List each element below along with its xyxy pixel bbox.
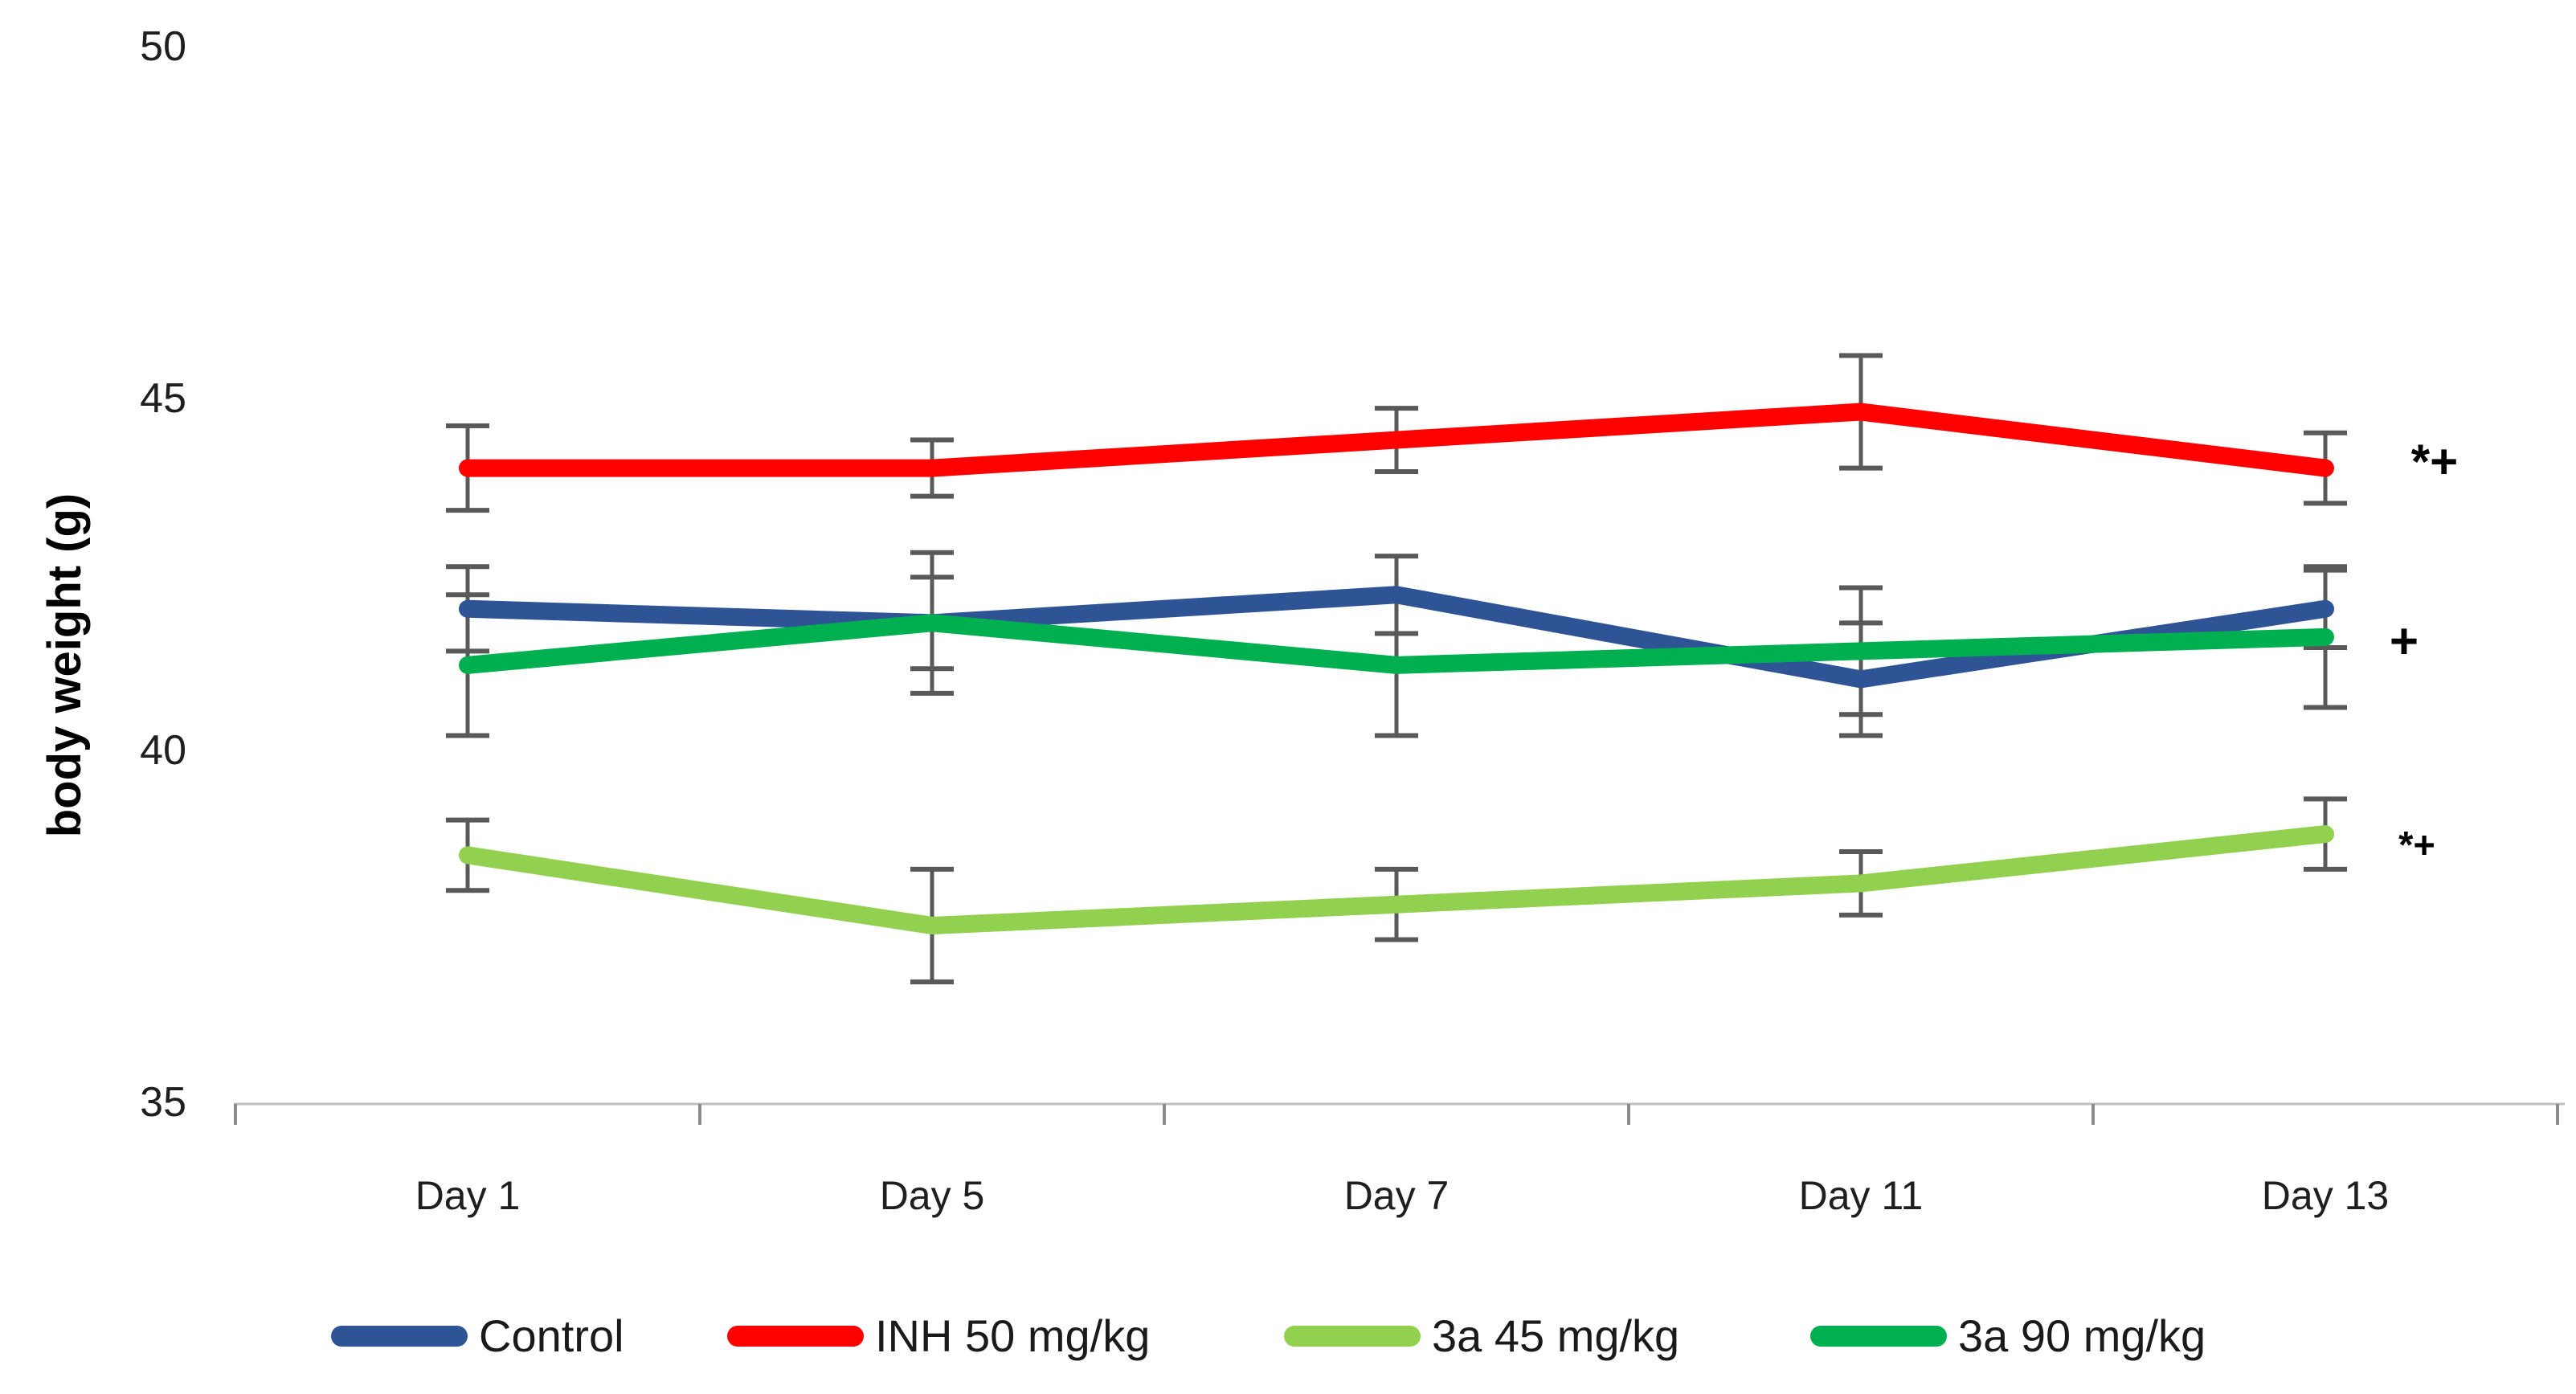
- series-point: [2316, 460, 2334, 477]
- significance-annotation: *+: [2398, 824, 2435, 866]
- series-point: [923, 614, 941, 632]
- series-point: [1852, 670, 1870, 688]
- series-point: [1388, 431, 1405, 449]
- significance-annotation: +: [2390, 614, 2419, 669]
- y-axis-title: body weight (g): [39, 493, 91, 838]
- legend-label-control: Control: [479, 1310, 624, 1361]
- series-point: [459, 656, 476, 674]
- y-axis-tick-label: 35: [140, 1079, 186, 1126]
- legend-swatch-3a-45-mg-kg: [1284, 1326, 1421, 1347]
- series-point: [923, 460, 941, 477]
- series-point: [2316, 600, 2334, 618]
- series-point: [1852, 874, 1870, 892]
- series-point: [1388, 586, 1405, 603]
- legend-swatch-control: [331, 1326, 468, 1347]
- series-point: [2316, 628, 2334, 646]
- series-point: [459, 846, 476, 864]
- x-axis-category-label: Day 13: [2262, 1173, 2389, 1218]
- legend-swatch-3a-90-mg-kg: [1810, 1326, 1947, 1347]
- legend-label-3a-45-mg-kg: 3a 45 mg/kg: [1432, 1310, 1679, 1361]
- x-axis-category-label: Day 5: [880, 1173, 985, 1218]
- series-point: [2316, 825, 2334, 843]
- x-axis-category-label: Day 11: [1799, 1173, 1924, 1218]
- series-point: [1388, 656, 1405, 674]
- series-point: [459, 460, 476, 477]
- y-axis-tick-label: 50: [140, 23, 186, 70]
- series-point: [1852, 642, 1870, 660]
- legend-swatch-inh-50-mg-kg: [727, 1326, 864, 1347]
- y-axis-tick-label: 45: [140, 375, 186, 422]
- series-point: [1852, 403, 1870, 421]
- legend-label-inh-50-mg-kg: INH 50 mg/kg: [875, 1310, 1150, 1361]
- legend-label-3a-90-mg-kg: 3a 90 mg/kg: [1958, 1310, 2206, 1361]
- x-axis-category-label: Day 7: [1344, 1173, 1450, 1218]
- y-axis-tick-label: 40: [140, 727, 186, 774]
- series-point: [459, 600, 476, 618]
- x-axis-category-label: Day 1: [415, 1173, 521, 1218]
- series-point: [1388, 896, 1405, 914]
- series-point: [923, 917, 941, 934]
- significance-annotation: *+: [2411, 435, 2458, 489]
